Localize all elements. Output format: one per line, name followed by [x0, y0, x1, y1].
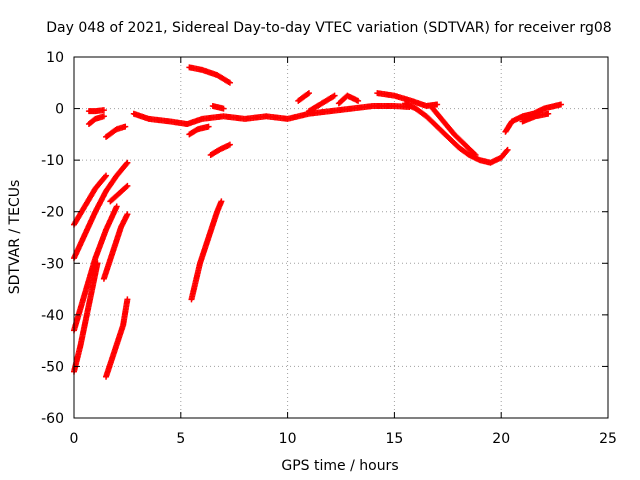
series-arc-6: [103, 296, 131, 380]
x-tick-label: 0: [70, 431, 79, 447]
series-arc-12: [186, 123, 212, 138]
series-arc-20: [374, 90, 441, 109]
data-point: [472, 151, 479, 158]
series-arc-17: [295, 90, 312, 104]
data-point: [504, 146, 511, 153]
series-arc-11: [130, 102, 413, 128]
x-tick-label: 15: [385, 431, 403, 447]
data-point: [331, 92, 338, 99]
x-tick-labels: 0 5 10 15 20 25: [70, 431, 617, 447]
data-markers: [71, 64, 565, 380]
series-arc-18: [305, 92, 338, 115]
series-arc-23: [502, 101, 565, 135]
data-point: [100, 113, 107, 120]
series-arc-15: [207, 141, 233, 158]
data-point: [124, 296, 131, 303]
x-axis-label: GPS time / hours: [281, 458, 398, 474]
data-point: [100, 107, 107, 114]
y-axis-label: SDTVAR / TECUs: [7, 180, 23, 295]
series-arc-19: [335, 92, 362, 107]
series-arc-2: [71, 159, 131, 262]
data-point: [124, 159, 131, 166]
y-tick-label: 0: [55, 102, 64, 118]
axis-ticks: [73, 56, 609, 419]
series-arc-8: [85, 107, 107, 115]
y-tick-label: -10: [41, 153, 64, 169]
series-arc-24: [519, 110, 552, 125]
data-point: [355, 97, 362, 104]
x-tick-label: 20: [492, 431, 510, 447]
series-arc-9: [85, 113, 107, 128]
data-point: [305, 90, 312, 97]
data-point: [471, 150, 478, 157]
series-arc-21: [402, 100, 511, 166]
data-point: [103, 172, 110, 179]
series-arc-10: [103, 123, 129, 140]
data-point: [122, 123, 129, 130]
data-point: [205, 123, 212, 130]
data-point: [304, 90, 311, 97]
data-point: [218, 198, 225, 205]
chart-title: Day 048 of 2021, Sidereal Day-to-day VTE…: [46, 20, 611, 36]
series-arc-5: [100, 211, 131, 282]
x-tick-label: 10: [279, 431, 297, 447]
y-tick-label: 10: [46, 50, 64, 66]
series-arc-7: [107, 182, 131, 205]
data-point: [503, 147, 510, 154]
y-tick-label: -60: [41, 411, 64, 427]
x-tick-label: 5: [176, 431, 185, 447]
series-arc-16: [209, 102, 227, 112]
data-point: [220, 105, 227, 112]
series-arc-14: [186, 64, 233, 86]
data-point: [123, 160, 130, 167]
series-arc-1: [71, 172, 110, 228]
data-point: [124, 211, 131, 218]
y-tick-labels: -60 -50 -40 -30 -20 -10 0 10: [41, 50, 64, 427]
y-tick-label: -50: [41, 359, 64, 375]
data-point: [545, 110, 552, 117]
y-tick-label: -30: [41, 256, 64, 272]
plot-frame: [73, 56, 609, 419]
series-arc-22: [429, 105, 479, 158]
y-tick-label: -40: [41, 308, 64, 324]
data-point: [94, 260, 101, 267]
y-tick-label: -20: [41, 205, 64, 221]
series-arc-13: [188, 198, 225, 303]
data-point: [123, 183, 130, 190]
data-point: [558, 101, 565, 108]
data-point: [102, 173, 109, 180]
data-point: [226, 79, 233, 86]
data-point: [226, 141, 233, 148]
x-tick-label: 25: [599, 431, 617, 447]
data-point: [124, 182, 131, 189]
data-point: [434, 101, 441, 108]
data-point: [113, 203, 120, 210]
